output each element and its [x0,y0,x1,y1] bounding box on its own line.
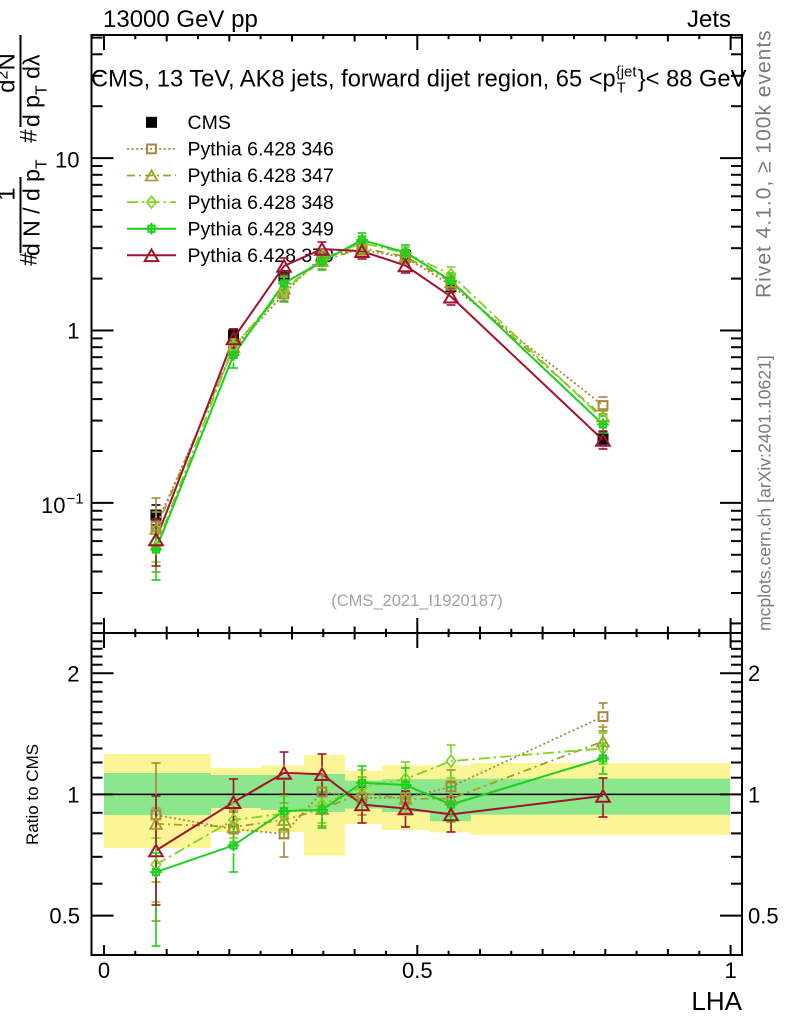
svg-text:0.5: 0.5 [748,904,779,929]
svg-text:1: 1 [67,782,79,807]
svg-text:Jets: Jets [687,6,731,33]
svg-text:Rivet 4.1.0, ≥ 100k events: Rivet 4.1.0, ≥ 100k events [753,29,776,298]
svg-text:d2N: d2N [0,53,21,93]
svg-text:mcplots.cern.ch [arXiv:2401.10: mcplots.cern.ch [arXiv:2401.10621] [755,355,775,631]
svg-text:1: 1 [724,958,736,983]
svg-text:1: 1 [67,319,79,344]
svg-text:Pythia 6.428 348: Pythia 6.428 348 [188,192,334,214]
svg-text:2: 2 [67,662,79,687]
svg-text:LHA: LHA [691,986,742,1016]
svg-text:−1: −1 [67,491,84,508]
svg-text:0.5: 0.5 [49,904,80,929]
svg-text:#: # [16,252,43,266]
svg-text:10: 10 [41,493,65,518]
svg-text:Pythia 6.428 346: Pythia 6.428 346 [188,139,334,161]
svg-text:Pythia 6.428 347: Pythia 6.428 347 [188,165,334,187]
svg-text:10: 10 [55,147,79,172]
svg-text:Pythia 6.428 370: Pythia 6.428 370 [188,245,335,267]
svg-text:13000 GeV pp: 13000 GeV pp [103,6,258,33]
svg-text:1: 1 [748,782,760,807]
svg-text:0: 0 [98,958,110,983]
svg-text:CMS, 13 TeV, AK8 jets, forward: CMS, 13 TeV, AK8 jets, forward dijet reg… [91,64,747,97]
svg-text:2: 2 [748,661,760,686]
svg-text:CMS: CMS [188,112,231,134]
svg-text:0.5: 0.5 [402,958,433,983]
svg-text:Pythia 6.428 349: Pythia 6.428 349 [188,218,334,240]
svg-text:1: 1 [0,187,21,200]
svg-text:#: # [16,129,43,143]
svg-text:(CMS_2021_I1920187): (CMS_2021_I1920187) [331,592,503,610]
svg-text:Ratio to CMS: Ratio to CMS [23,744,42,845]
